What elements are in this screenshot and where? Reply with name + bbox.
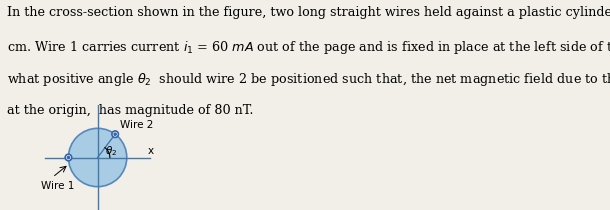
Text: cm. Wire 1 carries current $i_1$ = 60 $\mathit{m}$$\mathit{A}$ out of the page a: cm. Wire 1 carries current $i_1$ = 60 $\…: [7, 39, 610, 56]
Circle shape: [68, 128, 127, 187]
Text: at the origin,  has magnitude of 80 nT.: at the origin, has magnitude of 80 nT.: [7, 104, 254, 117]
Text: Wire 2: Wire 2: [120, 120, 153, 130]
Circle shape: [67, 156, 70, 159]
Circle shape: [112, 131, 118, 138]
Text: x: x: [148, 146, 154, 156]
Text: what positive angle $\theta_2$  should wire 2 be positioned such that, the net m: what positive angle $\theta_2$ should wi…: [7, 71, 610, 88]
Text: $\theta_2$: $\theta_2$: [104, 144, 117, 158]
Circle shape: [114, 133, 117, 135]
Circle shape: [65, 154, 72, 161]
Text: Wire 1: Wire 1: [41, 181, 74, 191]
Text: In the cross-section shown in the figure, two long straight wires held against a: In the cross-section shown in the figure…: [7, 6, 610, 19]
